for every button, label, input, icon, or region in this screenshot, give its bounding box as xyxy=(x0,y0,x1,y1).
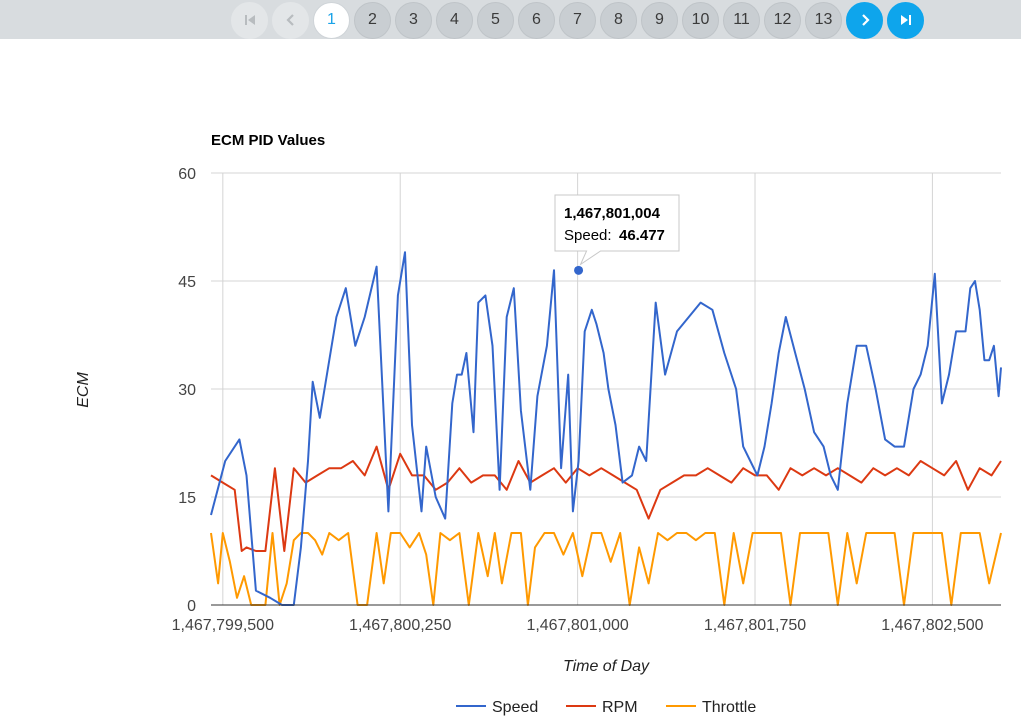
tooltip: 1,467,801,004 Speed: 46.477 xyxy=(554,194,680,275)
page-button-3[interactable]: 3 xyxy=(395,1,432,39)
first-page-button[interactable] xyxy=(231,1,268,39)
y-tick-label: 15 xyxy=(178,490,196,507)
chevron-right-icon xyxy=(861,14,870,26)
legend-item-rpm[interactable]: RPM xyxy=(566,699,638,716)
y-tick-label: 60 xyxy=(178,166,196,183)
x-tick-label: 1,467,799,500 xyxy=(172,617,274,634)
y-tick-label: 0 xyxy=(187,598,196,615)
x-tick-label: 1,467,802,500 xyxy=(881,617,983,634)
legend-label: Speed xyxy=(492,699,538,716)
page-button-4[interactable]: 4 xyxy=(436,1,473,39)
previous-page-button[interactable] xyxy=(272,1,309,39)
highlighted-point xyxy=(574,265,584,275)
page-button-5[interactable]: 5 xyxy=(477,1,514,39)
tooltip-value: 46.477 xyxy=(619,227,665,244)
series-line-throttle[interactable] xyxy=(210,532,1002,606)
page-button-7[interactable]: 7 xyxy=(559,1,596,39)
x-tick-label: 1,467,801,750 xyxy=(704,617,806,634)
tooltip-series-name: Speed: xyxy=(564,227,612,244)
page-button-12[interactable]: 12 xyxy=(764,1,801,39)
page-button-1[interactable]: 1 xyxy=(313,1,350,39)
chart-container: ECM PID Values 0 15 30 45 60 1,467,799,500 1,… xyxy=(0,39,1021,724)
y-axis-ticks: 0 15 30 45 60 xyxy=(178,166,196,615)
tooltip-x-value: 1,467,801,004 xyxy=(564,205,661,222)
grid-lines xyxy=(211,172,1001,605)
chart-title: ECM PID Values xyxy=(211,132,325,149)
legend-label: RPM xyxy=(602,699,638,716)
last-page-button[interactable] xyxy=(887,1,924,39)
y-tick-label: 45 xyxy=(178,274,196,291)
page-button-11[interactable]: 11 xyxy=(723,1,760,39)
y-tick-label: 30 xyxy=(178,382,196,399)
series-line-speed[interactable] xyxy=(210,251,1002,606)
x-axis-label: Time of Day xyxy=(563,658,650,675)
legend-item-speed[interactable]: Speed xyxy=(456,699,538,716)
pagination-bar: 1 2 3 4 5 6 7 8 9 10 11 12 13 xyxy=(0,0,1021,39)
page-button-13[interactable]: 13 xyxy=(805,1,842,39)
skip-last-icon xyxy=(900,15,911,25)
pagination: 1 2 3 4 5 6 7 8 9 10 11 12 13 xyxy=(231,1,924,39)
x-tick-label: 1,467,800,250 xyxy=(349,617,451,634)
page-button-6[interactable]: 6 xyxy=(518,1,555,39)
legend: Speed RPM Throttle xyxy=(456,699,756,716)
series-line-rpm[interactable] xyxy=(210,445,1002,552)
chevron-left-icon xyxy=(285,14,294,26)
tooltip-box xyxy=(554,194,680,266)
y-axis-label: ECM xyxy=(75,372,92,408)
page-button-2[interactable]: 2 xyxy=(354,1,391,39)
page-button-9[interactable]: 9 xyxy=(641,1,678,39)
next-page-button[interactable] xyxy=(846,1,883,39)
page-button-8[interactable]: 8 xyxy=(600,1,637,39)
x-axis-ticks: 1,467,799,500 1,467,800,250 1,467,801,000 1… xyxy=(172,617,984,634)
legend-label: Throttle xyxy=(702,699,756,716)
x-tick-label: 1,467,801,000 xyxy=(526,617,628,634)
legend-item-throttle[interactable]: Throttle xyxy=(666,699,756,716)
skip-first-icon xyxy=(244,15,255,25)
series-lines xyxy=(210,251,1002,606)
page-number-list: 1 2 3 4 5 6 7 8 9 10 11 12 13 xyxy=(313,1,842,39)
page-button-10[interactable]: 10 xyxy=(682,1,719,39)
